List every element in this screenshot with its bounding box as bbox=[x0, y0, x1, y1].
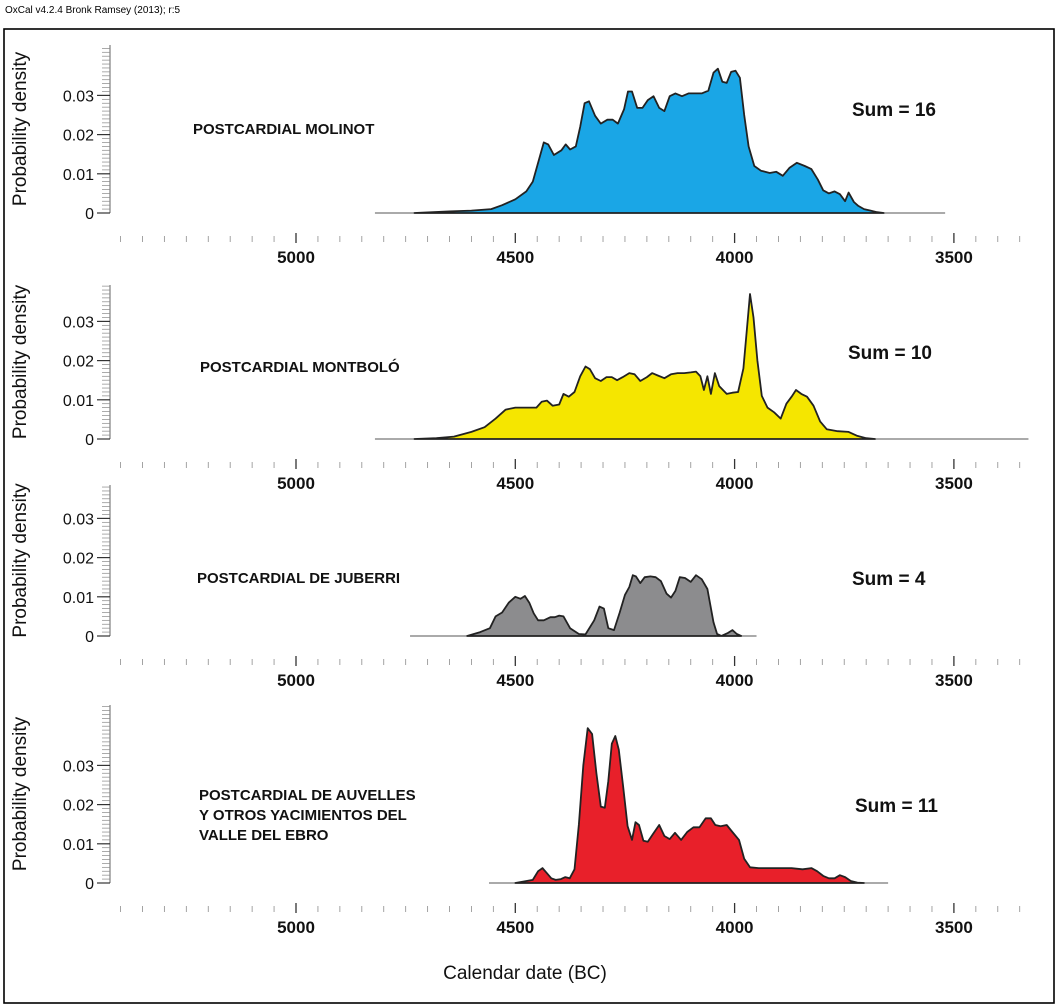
panels-group: Probability density 0 0.01 0.02 0.03 5000 4500… bbox=[10, 45, 1029, 937]
x-tick-label: 5000 bbox=[277, 671, 315, 690]
panel-label-line: POSTCARDIAL MOLINOT bbox=[193, 121, 374, 138]
sum-label: Sum = 4 bbox=[852, 569, 926, 590]
y-tick-label: 0.03 bbox=[63, 314, 94, 331]
y-axis-label: Probability density bbox=[10, 51, 31, 206]
panel-label-line: Y OTROS YACIMIENTOS DEL bbox=[199, 807, 407, 824]
y-tick-label: 0 bbox=[85, 629, 94, 646]
x-tick-label: 4500 bbox=[496, 248, 534, 267]
x-tick-label: 5000 bbox=[277, 248, 315, 267]
panel-4: Probability density 0 0.01 0.02 0.03 5000 4500… bbox=[10, 705, 1021, 937]
y-tick-label: 0.01 bbox=[63, 167, 94, 184]
x-tick-label: 3500 bbox=[935, 918, 973, 937]
y-axis-label: Probability density bbox=[10, 284, 31, 439]
y-tick-label: 0.03 bbox=[63, 88, 94, 105]
y-tick-label: 0 bbox=[85, 876, 94, 893]
y-axis-label: Probability density bbox=[10, 716, 31, 871]
density-area bbox=[466, 574, 743, 637]
x-tick-label: 4500 bbox=[496, 918, 534, 937]
sum-label: Sum = 10 bbox=[848, 343, 932, 364]
sum-label: Sum = 16 bbox=[852, 100, 936, 121]
panel-3: Probability density 0 0.01 0.02 0.03 5000 4500… bbox=[10, 483, 1021, 690]
x-tick-label: 3500 bbox=[935, 671, 973, 690]
panel-2: Probability density 0 0.01 0.02 0.03 5000 4500… bbox=[10, 284, 1029, 493]
x-tick-label: 4000 bbox=[716, 248, 754, 267]
y-tick-label: 0.01 bbox=[63, 393, 94, 410]
density-area bbox=[514, 727, 865, 884]
y-tick-label: 0.02 bbox=[63, 551, 94, 568]
software-header: OxCal v4.2.4 Bronk Ramsey (2013); r:5 bbox=[5, 5, 181, 16]
y-tick-label: 0 bbox=[85, 206, 94, 223]
panel-label-line: POSTCARDIAL DE JUBERRI bbox=[197, 570, 400, 587]
y-tick-label: 0.01 bbox=[63, 590, 94, 607]
x-tick-label: 4500 bbox=[496, 474, 534, 493]
panel-1: Probability density 0 0.01 0.02 0.03 5000 4500… bbox=[10, 45, 1021, 267]
plot-frame bbox=[3, 28, 1055, 1004]
sum-label: Sum = 11 bbox=[855, 796, 938, 817]
x-tick-label: 5000 bbox=[277, 918, 315, 937]
y-axis-label: Probability density bbox=[10, 483, 31, 638]
x-axis-label: Calendar date (BC) bbox=[443, 963, 607, 984]
x-tick-label: 4000 bbox=[716, 474, 754, 493]
y-tick-label: 0.01 bbox=[63, 837, 94, 854]
density-area bbox=[413, 293, 876, 440]
x-tick-label: 5000 bbox=[277, 474, 315, 493]
y-tick-label: 0.02 bbox=[63, 128, 94, 145]
x-tick-label: 4000 bbox=[716, 918, 754, 937]
x-tick-label: 3500 bbox=[935, 248, 973, 267]
panel-label: POSTCARDIAL DE AUVELLES Y OTROS YACIMIENT… bbox=[199, 787, 416, 844]
y-tick-label: 0.03 bbox=[63, 758, 94, 775]
panel-label-line: POSTCARDIAL DE AUVELLES bbox=[199, 787, 416, 804]
x-tick-label: 4500 bbox=[496, 671, 534, 690]
x-tick-label: 3500 bbox=[935, 474, 973, 493]
panel-label-line: POSTCARDIAL MONTBOLÓ bbox=[200, 358, 400, 376]
x-tick-label: 4000 bbox=[716, 671, 754, 690]
panel-label: POSTCARDIAL MONTBOLÓ bbox=[200, 358, 400, 376]
density-area bbox=[413, 67, 885, 214]
panel-label: POSTCARDIAL MOLINOT bbox=[193, 121, 374, 138]
panel-label: POSTCARDIAL DE JUBERRI bbox=[197, 570, 400, 587]
y-tick-label: 0.03 bbox=[63, 511, 94, 528]
y-tick-label: 0 bbox=[85, 432, 94, 449]
panel-label-line: VALLE DEL EBRO bbox=[199, 827, 329, 844]
y-tick-label: 0.02 bbox=[63, 354, 94, 371]
y-tick-label: 0.02 bbox=[63, 798, 94, 815]
